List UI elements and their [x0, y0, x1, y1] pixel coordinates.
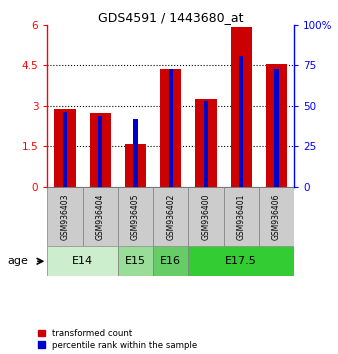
Bar: [153, 246, 188, 276]
Bar: [204, 101, 208, 187]
Text: GSM936404: GSM936404: [96, 193, 105, 240]
Bar: [118, 187, 153, 246]
Bar: [188, 187, 223, 246]
Text: GSM936403: GSM936403: [61, 193, 69, 240]
Title: GDS4591 / 1443680_at: GDS4591 / 1443680_at: [98, 11, 243, 24]
Bar: [133, 119, 138, 187]
Legend: transformed count, percentile rank within the sample: transformed count, percentile rank withi…: [38, 329, 197, 350]
Bar: [160, 69, 181, 187]
Bar: [188, 246, 294, 276]
Bar: [274, 69, 279, 187]
Bar: [90, 113, 111, 187]
Text: E17.5: E17.5: [225, 256, 257, 266]
Bar: [98, 116, 102, 187]
Bar: [195, 99, 217, 187]
Bar: [169, 69, 173, 187]
Text: E15: E15: [125, 256, 146, 266]
Bar: [118, 246, 153, 276]
Bar: [266, 64, 287, 187]
Text: GSM936406: GSM936406: [272, 193, 281, 240]
Bar: [47, 187, 82, 246]
Text: E14: E14: [72, 256, 93, 266]
Bar: [239, 56, 243, 187]
Text: E16: E16: [160, 256, 181, 266]
Bar: [125, 144, 146, 187]
Bar: [223, 187, 259, 246]
Bar: [231, 28, 252, 187]
Bar: [54, 109, 75, 187]
Text: age: age: [7, 256, 28, 266]
Bar: [82, 187, 118, 246]
Bar: [153, 187, 188, 246]
Bar: [47, 246, 118, 276]
Bar: [259, 187, 294, 246]
Text: GSM936402: GSM936402: [166, 194, 175, 240]
Bar: [63, 112, 67, 187]
Text: GSM936405: GSM936405: [131, 193, 140, 240]
Text: GSM936401: GSM936401: [237, 194, 246, 240]
Text: GSM936400: GSM936400: [201, 193, 211, 240]
